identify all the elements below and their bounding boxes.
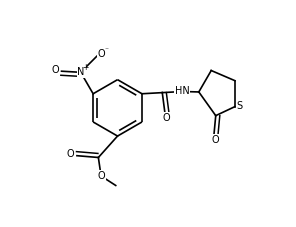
Text: O: O — [67, 149, 74, 159]
Text: HN: HN — [175, 86, 189, 96]
Text: O: O — [162, 113, 170, 123]
Text: +: + — [83, 63, 89, 72]
Text: O: O — [98, 49, 105, 59]
Text: ⁻: ⁻ — [104, 45, 108, 54]
Text: O: O — [98, 171, 105, 181]
Text: S: S — [237, 101, 243, 111]
Text: O: O — [52, 65, 59, 75]
Text: O: O — [211, 135, 219, 145]
Text: N: N — [78, 67, 85, 77]
